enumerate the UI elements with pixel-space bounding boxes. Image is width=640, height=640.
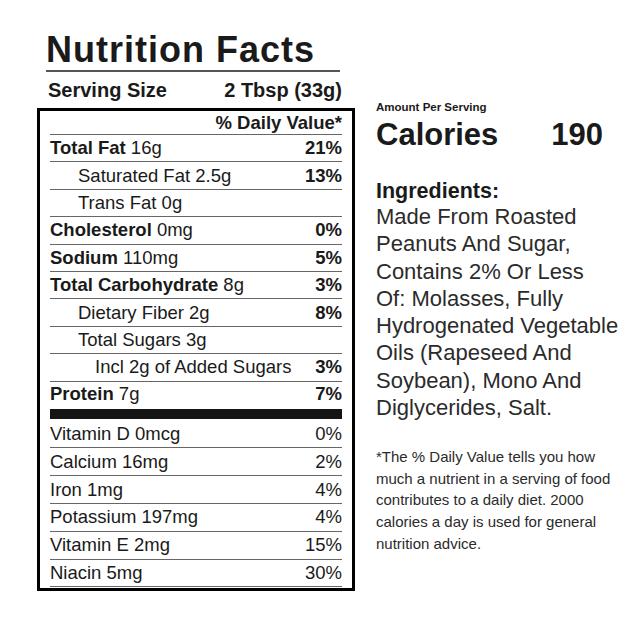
nutrient-name: Protein 7g xyxy=(50,383,139,405)
vitamin-row: Potassium 197mg 4% xyxy=(50,504,342,532)
nutrient-name: Potassium 197mg xyxy=(50,506,198,528)
daily-value-percent: 30% xyxy=(305,562,342,584)
daily-value-percent: 15% xyxy=(305,534,342,556)
nutrient-name: Calcium 16mg xyxy=(50,451,168,473)
nutrient-row: Total Sugars 3g xyxy=(50,327,342,354)
nutrient-row: Dietary Fiber 2g 8% xyxy=(50,299,342,326)
nutrient-name: Dietary Fiber 2g xyxy=(50,302,210,324)
nutrient-row: Sodium 110mg 5% xyxy=(50,245,342,272)
daily-value-percent: 21% xyxy=(305,137,342,159)
vitamin-row: Vitamin E 2mg 15% xyxy=(50,532,342,560)
nutrition-label-page: Nutrition Facts Serving Size 2 Tbsp (33g… xyxy=(0,0,640,640)
vitamin-row: Iron 1mg 4% xyxy=(50,476,342,504)
daily-value-percent: 3% xyxy=(315,274,342,296)
nutrient-name: Total Fat 16g xyxy=(50,137,162,159)
vitamin-row: Niacin 5mg 30% xyxy=(50,560,342,588)
daily-value-percent: 5% xyxy=(315,247,342,269)
calories-label: Calories xyxy=(376,119,498,150)
nutrient-row: Saturated Fat 2.5g 13% xyxy=(50,162,342,189)
daily-value-percent: 0% xyxy=(315,219,342,241)
nutrient-name: Vitamin E 2mg xyxy=(50,534,170,556)
nutrient-name: Total Carbohydrate 8g xyxy=(50,274,244,296)
daily-value-percent: 2% xyxy=(315,451,342,473)
nutrient-name: Trans Fat 0g xyxy=(50,192,182,214)
nutrient-row: Cholesterol 0mg 0% xyxy=(50,217,342,244)
serving-size-value: 2 Tbsp (33g) xyxy=(224,79,342,102)
nutrition-facts-table: % Daily Value* Total Fat 16g 21% Saturated… xyxy=(37,108,355,591)
serving-size-label: Serving Size xyxy=(48,79,167,102)
daily-value-percent: 3% xyxy=(315,356,342,378)
nutrient-name: Vitamin D 0mcg xyxy=(50,423,180,445)
nutrient-row: Total Fat 16g 21% xyxy=(50,135,342,162)
nutrition-facts-title: Nutrition Facts xyxy=(46,31,315,69)
ingredients-text: Made From Roasted Peanuts And Sugar, Con… xyxy=(376,203,618,421)
daily-value-percent: 4% xyxy=(315,479,342,501)
amount-per-serving-label: Amount Per Serving xyxy=(376,101,487,113)
nutrient-name: Total Sugars 3g xyxy=(50,329,207,351)
nutrient-name: Niacin 5mg xyxy=(50,562,143,584)
title-divider xyxy=(46,70,340,72)
nutrient-name: Sodium 110mg xyxy=(50,247,178,269)
daily-value-percent: 8% xyxy=(315,302,342,324)
vitamin-row: Calcium 16mg 2% xyxy=(50,448,342,476)
daily-value-header: % Daily Value* xyxy=(50,111,342,135)
daily-value-percent: 7% xyxy=(315,383,342,405)
protein-row: Protein 7g 7% xyxy=(50,382,342,407)
nutrient-name: Saturated Fat 2.5g xyxy=(50,165,231,187)
daily-value-percent: 13% xyxy=(305,165,342,187)
nutrient-name: Incl 2g of Added Sugars xyxy=(50,356,291,378)
section-divider-bar xyxy=(50,407,342,421)
daily-value-percent: 4% xyxy=(315,506,342,528)
nutrient-row: Total Carbohydrate 8g 3% xyxy=(50,272,342,299)
calories-value: 190 xyxy=(551,119,603,150)
calories-row: Calories 190 xyxy=(376,119,603,150)
nutrient-name: Cholesterol 0mg xyxy=(50,219,193,241)
nutrient-row: Incl 2g of Added Sugars 3% xyxy=(50,354,342,381)
daily-value-footnote: *The % Daily Value tells you how much a … xyxy=(376,446,610,555)
serving-size-row: Serving Size 2 Tbsp (33g) xyxy=(48,79,342,102)
nutrient-name: Iron 1mg xyxy=(50,479,123,501)
daily-value-percent: 0% xyxy=(315,423,342,445)
vitamin-row: Vitamin D 0mcg 0% xyxy=(50,421,342,449)
ingredients-heading: Ingredients: xyxy=(376,179,499,204)
nutrient-row: Trans Fat 0g xyxy=(50,190,342,217)
